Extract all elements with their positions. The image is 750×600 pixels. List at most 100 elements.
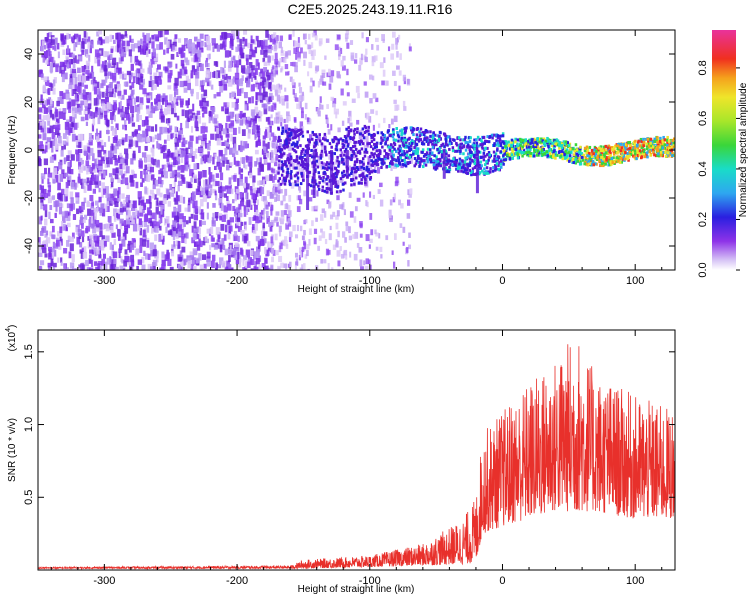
spectrogram-signal-cell — [415, 127, 419, 131]
spectrogram-noise-cell — [287, 217, 291, 224]
spectrogram-signal-cell — [415, 133, 419, 137]
spectrogram-noise-cell — [207, 151, 210, 156]
spectrogram-noise-cell — [201, 122, 207, 130]
spectrogram-noise-cell — [202, 169, 207, 178]
spectrogram-noise-cell — [316, 67, 319, 72]
spectrogram-noise-cell — [393, 115, 398, 123]
spectrogram-signal-cell — [335, 190, 339, 194]
spectrogram-signal-cell — [339, 189, 342, 193]
spectrogram-noise-cell — [266, 75, 270, 81]
spectrogram-noise-cell — [243, 92, 248, 99]
spectrogram-signal-cell — [382, 160, 385, 164]
spectrogram-noise-cell — [42, 188, 47, 194]
spectrogram-signal-cell — [466, 141, 469, 145]
spectrogram-noise-cell — [89, 40, 94, 49]
spectrogram-noise-cell — [72, 71, 77, 78]
spectrogram-noise-cell — [159, 192, 163, 198]
spectrogram-signal-cell — [448, 165, 451, 169]
spectrogram-noise-cell — [221, 260, 226, 268]
spectrogram-noise-cell — [91, 153, 95, 162]
spectrogram-noise-cell — [192, 114, 196, 121]
spectrogram-noise-cell — [78, 205, 82, 211]
spectrogram-noise-cell — [259, 81, 264, 86]
spectrogram-signal-cell — [560, 149, 564, 153]
spectrogram-noise-cell — [144, 145, 148, 151]
spectrogram-noise-cell — [110, 118, 114, 124]
spectrogram-noise-cell — [98, 171, 103, 177]
spectrogram-noise-cell — [353, 216, 357, 223]
spectrogram-noise-cell — [59, 226, 63, 234]
spectrogram-noise-cell — [105, 91, 109, 99]
spectrogram-noise-cell — [187, 205, 191, 212]
spectrogram-signal-cell — [405, 144, 409, 148]
spectrogram-noise-cell — [38, 216, 43, 225]
spectrogram-noise-cell — [72, 213, 77, 220]
spectrogram-signal-cell — [628, 140, 632, 144]
spectrogram-noise-cell — [248, 97, 252, 104]
spectrogram-noise-cell — [81, 41, 84, 49]
spectrogram-noise-cell — [243, 205, 247, 211]
spectrogram-signal-cell — [378, 151, 382, 155]
spectrogram-noise-cell — [70, 36, 75, 42]
spectrogram-signal-cell — [609, 154, 612, 158]
spectrogram-noise-cell — [223, 73, 228, 81]
spectrogram-noise-cell — [72, 84, 77, 92]
spectrogram-noise-cell — [104, 60, 107, 69]
spectrogram-signal-cell — [655, 147, 658, 151]
spectrogram-noise-cell — [219, 257, 224, 266]
spectrogram-signal-cell — [463, 138, 467, 142]
spectrogram-noise-cell — [252, 224, 255, 231]
spectrogram-noise-cell — [63, 194, 67, 202]
spectrogram-signal-cell — [288, 161, 291, 165]
spectrogram-noise-cell — [313, 228, 318, 235]
spectrogram-signal-cell — [313, 141, 317, 145]
spectrogram-noise-cell — [273, 144, 278, 149]
spectrogram-noise-cell — [69, 262, 75, 269]
spectrogram-noise-cell — [86, 153, 89, 161]
spectrogram-noise-cell — [133, 97, 137, 105]
spectrogram-noise-cell — [98, 263, 103, 270]
spectrogram-noise-cell — [248, 217, 252, 225]
spectrogram-signal-cell — [356, 130, 359, 134]
spectrogram-signal-cell — [355, 158, 359, 162]
spectrogram-noise-cell — [89, 166, 93, 174]
spectrogram-noise-cell — [101, 190, 104, 198]
spectrogram-signal-cell — [282, 145, 286, 149]
spectrogram-noise-cell — [85, 69, 90, 75]
spectrogram-noise-cell — [149, 75, 153, 81]
spectrogram-noise-cell — [291, 162, 295, 170]
spectrogram-noise-cell — [259, 157, 262, 165]
spectrogram-noise-cell — [167, 192, 171, 199]
spectrogram-noise-cell — [280, 121, 283, 127]
spectrogram-noise-cell — [180, 59, 185, 67]
spectrogram-noise-cell — [363, 144, 368, 151]
spectrogram-noise-cell — [85, 121, 89, 126]
spectrogram-noise-cell — [277, 163, 281, 170]
spectrogram-signal-cell — [437, 151, 441, 155]
spectrogram-noise-cell — [101, 39, 106, 44]
spectrogram-noise-cell — [344, 33, 349, 39]
spectrogram-signal-cell — [633, 155, 637, 159]
spectrogram-noise-cell — [236, 37, 240, 43]
spectrogram-signal-cell — [604, 159, 607, 163]
spectrogram-signal-cell — [380, 136, 383, 140]
spectrogram-noise-cell — [299, 121, 304, 128]
spectrogram-noise-cell — [364, 56, 367, 63]
spectrogram-noise-cell — [263, 200, 269, 205]
spectrogram-signal-cell — [375, 142, 378, 146]
spectrogram-signal-cell — [341, 142, 344, 146]
spectrogram-noise-cell — [219, 43, 223, 50]
spectrogram-noise-cell — [197, 171, 203, 179]
spectrogram-noise-cell — [330, 70, 335, 77]
spectrogram-noise-cell — [100, 156, 106, 162]
spectrogram-noise-cell — [151, 40, 155, 49]
spectrogram-noise-cell — [95, 134, 100, 143]
spectrogram-noise-cell — [48, 106, 52, 113]
spectrogram-noise-cell — [247, 240, 251, 247]
spectrogram-noise-cell — [181, 63, 185, 71]
spectrogram-noise-cell — [365, 200, 368, 207]
spectrogram-noise-cell — [88, 267, 94, 270]
spectrogram-noise-cell — [308, 238, 311, 246]
spectrogram-signal-cell — [464, 140, 467, 144]
spectrogram-noise-cell — [334, 44, 339, 51]
